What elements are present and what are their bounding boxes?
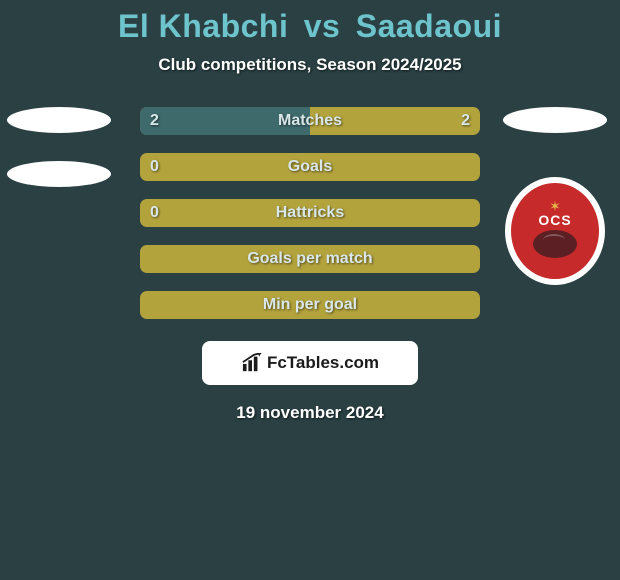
subtitle: Club competitions, Season 2024/2025 — [0, 55, 620, 75]
left-placeholder-2 — [7, 161, 111, 187]
comparison-card: El Khabchi vs Saadaoui Club competitions… — [0, 0, 620, 580]
badge-star-icon: ✶ — [549, 199, 561, 213]
stat-label: Hattricks — [276, 204, 344, 222]
stat-bar: Min per goal — [140, 291, 480, 319]
stat-bar: 0 Goals — [140, 153, 480, 181]
stat-bar: 0 Hattricks — [140, 199, 480, 227]
chart-icon — [241, 353, 263, 373]
brand-box: FcTables.com — [202, 341, 418, 385]
stat-left-value: 0 — [150, 158, 159, 176]
badge-inner: ✶ OCS — [511, 183, 599, 279]
brand-text: FcTables.com — [267, 353, 379, 373]
club-badge: ✶ OCS — [505, 177, 605, 285]
right-column: ✶ OCS — [500, 107, 610, 285]
player2-name: Saadaoui — [356, 8, 502, 44]
vs-text: vs — [304, 8, 341, 44]
content-area: 2 Matches 2 0 Goals 0 Hattricks Goals per match… — [0, 107, 620, 423]
left-column — [4, 107, 114, 187]
stat-label: Matches — [278, 112, 342, 130]
stat-right-value: 2 — [461, 112, 470, 130]
right-placeholder-1 — [503, 107, 607, 133]
stat-left-value: 0 — [150, 204, 159, 222]
stat-left-value: 2 — [150, 112, 159, 130]
player1-name: El Khabchi — [118, 8, 288, 44]
stat-label: Min per goal — [263, 296, 357, 314]
badge-ball-icon — [533, 230, 577, 258]
stat-bar: Goals per match — [140, 245, 480, 273]
page-title: El Khabchi vs Saadaoui — [0, 8, 620, 45]
stat-label: Goals per match — [247, 250, 372, 268]
left-placeholder-1 — [7, 107, 111, 133]
badge-text: OCS — [538, 212, 571, 228]
date-text: 19 november 2024 — [0, 403, 620, 423]
stat-bar: 2 Matches 2 — [140, 107, 480, 135]
stat-label: Goals — [288, 158, 332, 176]
stats-bars: 2 Matches 2 0 Goals 0 Hattricks Goals per match… — [140, 107, 480, 319]
